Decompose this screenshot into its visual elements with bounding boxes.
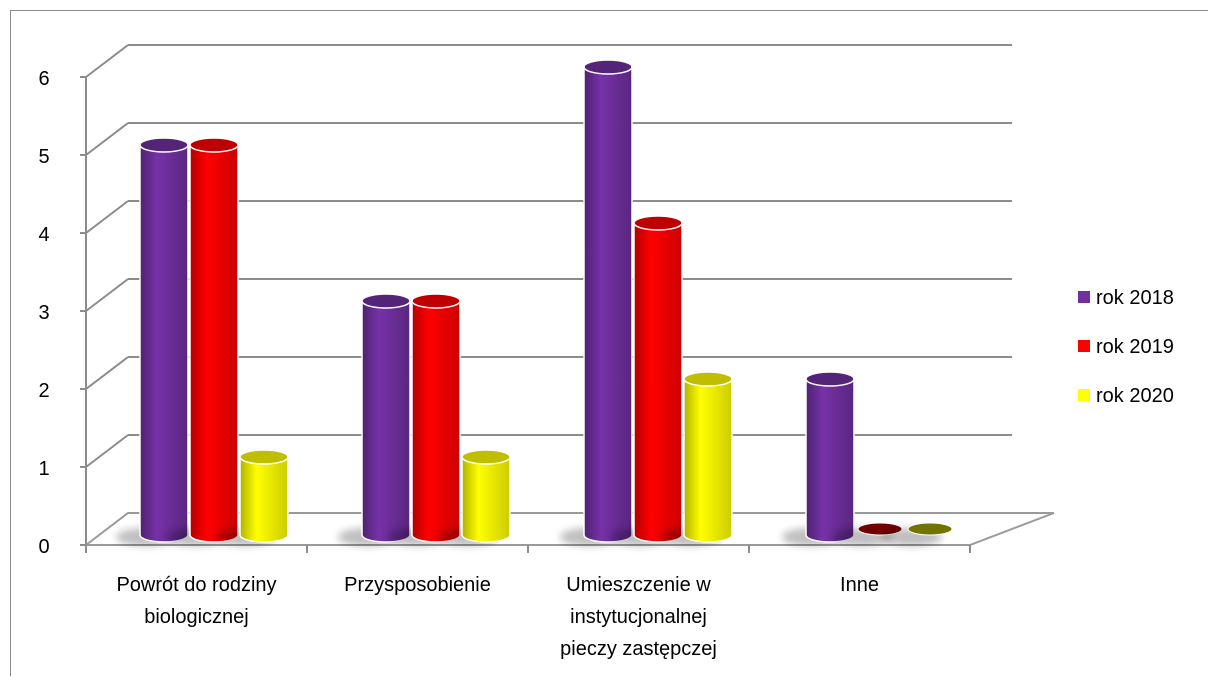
- bar-top: [683, 371, 733, 387]
- y-tick-label: 0: [38, 536, 49, 558]
- x-category-label: Umieszczenie w: [566, 574, 711, 596]
- gridline-side: [85, 356, 129, 390]
- bar-rok-2019-2: [633, 222, 683, 543]
- x-category-label: instytucjonalnej: [570, 606, 707, 628]
- bar-rok-2018-3: [805, 378, 855, 543]
- y-tick-label: 4: [38, 224, 49, 246]
- bar-top: [139, 137, 189, 153]
- legend-swatch: [1078, 389, 1090, 401]
- bar-top: [411, 293, 461, 309]
- legend-swatch: [1078, 291, 1090, 303]
- bar-rok-2020-0: [239, 456, 289, 543]
- bar-rok-2020-2: [683, 378, 733, 543]
- y-tick-label: 5: [38, 146, 49, 168]
- gridlines: [85, 44, 1012, 468]
- bar-rok-2018-2: [583, 66, 633, 543]
- legend-label: rok 2018: [1096, 287, 1174, 309]
- legend-label: rok 2020: [1096, 385, 1174, 407]
- gridline-side: [85, 434, 129, 468]
- bar-top: [361, 293, 411, 309]
- x-category-label: biologicznej: [144, 606, 249, 628]
- bar-top: [583, 59, 633, 75]
- y-tick-label: 3: [38, 302, 49, 324]
- bar-rok-2018-0: [139, 144, 189, 543]
- bar-rok-2018-1: [361, 300, 411, 543]
- legend-label: rok 2019: [1096, 336, 1174, 358]
- x-category-label: Inne: [840, 574, 879, 596]
- gridline-side: [85, 278, 129, 312]
- bar-rok-2019-1: [411, 300, 461, 543]
- bar-zero-rok-2020-3: [907, 522, 953, 536]
- bar-rok-2019-0: [189, 144, 239, 543]
- y-tick-label: 6: [38, 68, 49, 90]
- bar-top: [805, 371, 855, 387]
- bar-rok-2020-1: [461, 456, 511, 543]
- x-axis-labels: Powrót do rodziny biologicznej Przysposobi…: [85, 545, 971, 660]
- gridline-side: [85, 44, 129, 78]
- x-category-label: Powrót do rodziny: [116, 574, 276, 596]
- bar-top: [461, 449, 511, 465]
- y-axis-ticks: 0 1 2 3 4 5 6: [38, 68, 86, 558]
- chart-frame: [10, 10, 1208, 676]
- legend-swatch: [1078, 340, 1090, 352]
- bar-top: [633, 215, 683, 231]
- legend: rok 2018 rok 2019 rok 2020: [1078, 287, 1174, 407]
- bars-group: [116, 59, 953, 546]
- x-category-label: Przysposobienie: [344, 574, 491, 596]
- y-tick-label: 1: [38, 458, 49, 480]
- gridline-side: [85, 122, 129, 156]
- y-tick-label: 2: [38, 380, 49, 402]
- bar-top: [189, 137, 239, 153]
- gridline-side: [85, 200, 129, 234]
- bar-top: [239, 449, 289, 465]
- x-category-label: pieczy zastępczej: [560, 638, 717, 660]
